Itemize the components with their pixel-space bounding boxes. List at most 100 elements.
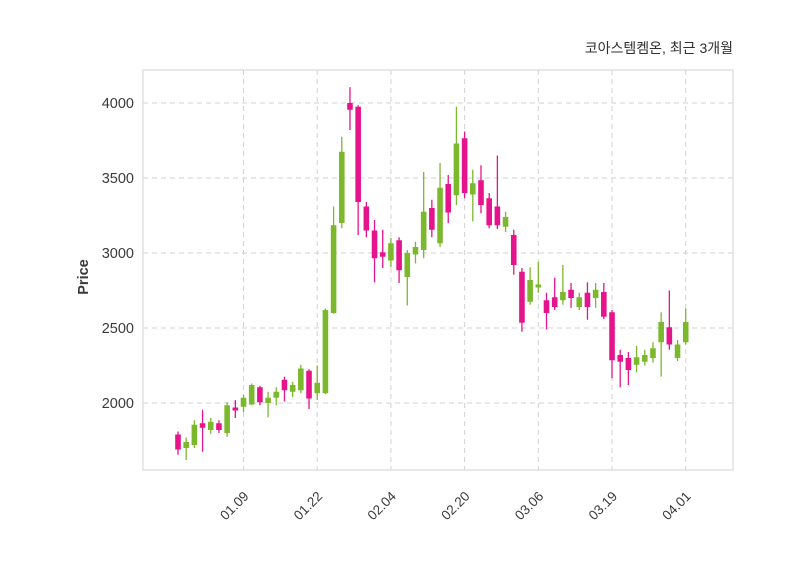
candle-body-up [191,424,198,445]
candle-body-up [183,442,189,448]
candle [601,283,607,319]
y-tick-label: 3500 [102,171,134,187]
candle-body-down [617,355,624,362]
candle [363,202,370,238]
candle-body-down [445,184,452,213]
candle [281,376,288,402]
x-tick-label: 04.01 [659,489,694,524]
candle [551,277,558,310]
candle-body-up [298,368,304,391]
y-tick-label: 2000 [102,396,134,412]
candle-body-down [461,138,468,193]
candle-body-down [281,379,288,391]
x-tick-label: 03.19 [586,489,621,524]
candle-body-up [314,382,321,394]
candle-body-down [519,271,525,323]
candle [248,383,255,406]
candle-body-up [240,397,247,407]
candle-body-up [412,247,419,255]
candle [338,136,345,229]
x-tick-label: 02.04 [365,488,400,523]
candle-body-up [674,344,681,358]
candle-body-down [601,292,607,317]
candle-body-down [494,206,501,226]
candle-body-down [232,407,239,411]
candle-body-down [363,206,370,231]
candle-body-down [543,300,550,313]
candle-body-down [306,370,312,399]
candle-body-down [396,240,402,271]
candle-body-down [347,103,353,110]
candle-body-up [470,183,476,195]
candle [429,199,435,238]
candle [453,106,460,205]
x-axis-tick-labels: 01.09 01.22 02.04 02.20 03.06 03.19 04.01 [217,488,694,523]
candle [666,290,673,350]
candle [240,394,247,412]
candle [519,268,525,332]
y-tick-label: 4000 [102,96,134,112]
candle [494,155,501,229]
candle [543,292,550,330]
candle-body-up [453,143,460,196]
candle-body-down [257,387,263,403]
candle [641,349,648,366]
x-tick-label: 03.06 [512,489,547,524]
candle [379,229,386,268]
candle-body-up [502,217,509,227]
candle [510,229,517,275]
candle [199,409,206,452]
candle-body-up [388,243,394,261]
candle-body-down [379,252,386,257]
candle [355,105,361,235]
x-tick-label: 01.22 [291,489,326,524]
candle-body-down [199,423,206,428]
candle [183,437,189,460]
candle [224,402,230,437]
candle [420,172,427,259]
candle [674,340,681,361]
candle [437,163,443,247]
candle-body-up [322,310,329,394]
candle [592,283,599,308]
candle [371,220,378,283]
candle-body-up [338,151,345,223]
candle [658,312,664,377]
candle [535,262,542,293]
plot-border [142,69,734,471]
candle-body-down [371,230,378,259]
candle [584,282,591,320]
candle [330,206,337,314]
candle [470,169,476,222]
candle-body-up [535,284,542,288]
candle [486,193,492,229]
candle [216,420,222,433]
candle [617,349,624,388]
candle-body-down [486,198,492,226]
candle-body-up [641,355,648,362]
candle-body-up [265,397,271,403]
candle [478,165,484,214]
plot-background [143,70,733,470]
candle [265,391,271,418]
candle-body-up [633,357,640,365]
candle [502,211,509,232]
candle-body-up [650,348,656,358]
candle-body-down [429,208,435,230]
candle-body-down [355,106,361,202]
candle-body-down [478,180,484,205]
candle-body-down [216,423,222,430]
candle-body-up [658,322,664,343]
candle-body-down [568,289,574,298]
candle [568,283,574,308]
candle-body-up [682,322,689,343]
candle-body-down [666,327,673,345]
chart-title: 코아스템켐온, 최근 3개월 [585,40,733,56]
candle-body-up [248,385,255,405]
candle-body-up [527,280,533,302]
candle-body-down [510,235,517,265]
candle-body-down [625,358,632,370]
y-axis-title: Price [76,259,92,294]
candle [396,237,402,283]
